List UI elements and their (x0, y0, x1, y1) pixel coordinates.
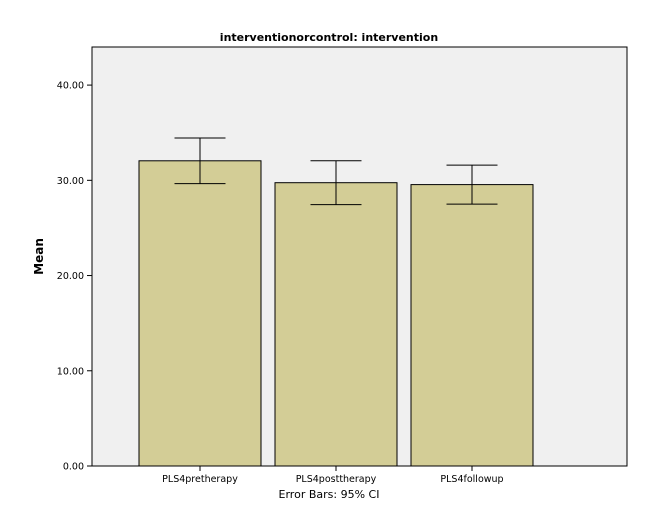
bar-PLS4followup (410, 184, 534, 467)
y-axis-title: Mean (32, 238, 46, 275)
y-tick-label-2: 20.00 (57, 271, 84, 282)
y-tick-label-4: 40.00 (57, 81, 84, 92)
bar-PLS4posttherapy (274, 182, 398, 467)
error-bar-PLS4followup (446, 164, 498, 205)
x-axis: PLS4pretherapy PLS4posttherapy PLS4followu… (162, 466, 504, 485)
y-tick-label-3: 30.00 (57, 176, 84, 187)
error-bar-PLS4pretherapy (174, 137, 226, 185)
bars (138, 160, 534, 467)
y-axis: 0.00 10.00 20.00 30.00 40.00 (57, 81, 92, 473)
y-tick-label-1: 10.00 (57, 366, 84, 377)
x-tick-label-PLS4followup: PLS4followup (440, 474, 503, 485)
plot-frame (91, 46, 628, 467)
bar-PLS4pretherapy (138, 160, 262, 467)
chart-title: interventionorcontrol: intervention (220, 31, 438, 44)
footnote: Error Bars: 95% CI (279, 488, 380, 501)
error-bar-PLS4posttherapy (310, 160, 362, 206)
x-tick-label-PLS4posttherapy: PLS4posttherapy (296, 474, 377, 485)
x-tick-label-PLS4pretherapy: PLS4pretherapy (162, 474, 238, 485)
y-tick-label-0: 0.00 (63, 462, 84, 473)
error-bars (174, 137, 498, 206)
